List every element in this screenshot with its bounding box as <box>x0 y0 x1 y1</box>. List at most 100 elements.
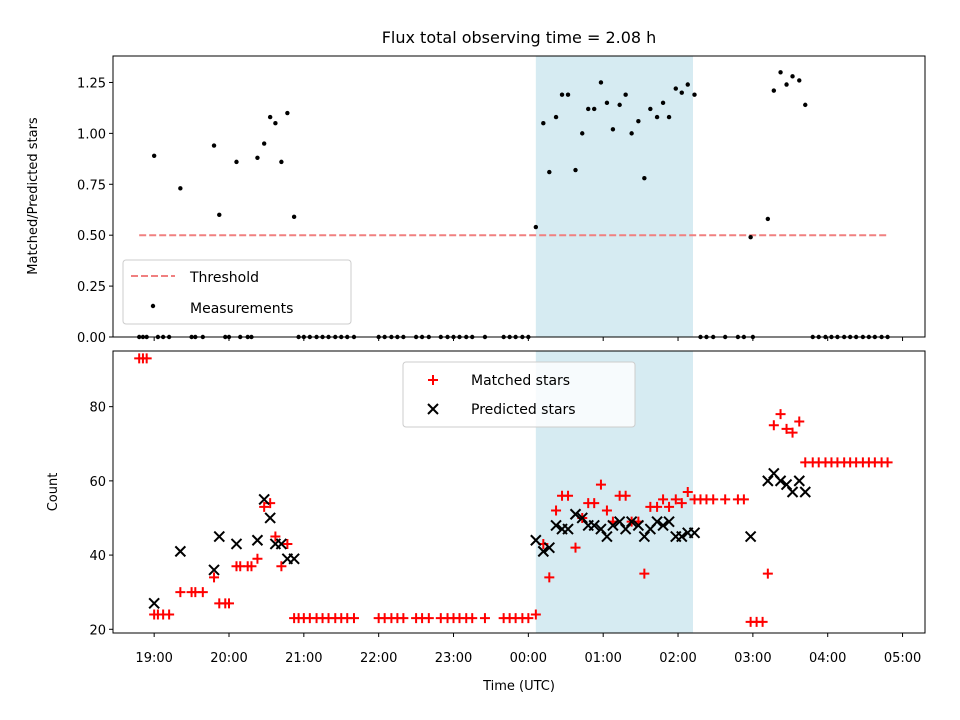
matched-star-point <box>398 613 409 624</box>
measurement-point <box>255 155 260 161</box>
bottom-x-tick-label: 00:00 <box>510 651 547 666</box>
matched-star-point <box>224 598 234 609</box>
measurement-point <box>217 212 222 218</box>
measurement-point <box>592 106 597 112</box>
measurement-point <box>580 131 585 136</box>
predicted-star-point <box>543 541 556 554</box>
matched-star-point <box>270 531 281 542</box>
predicted-star-point <box>625 515 638 528</box>
matched-star-point <box>639 568 650 579</box>
bottom-x-tick-label: 19:00 <box>135 651 172 666</box>
predicted-star-point <box>258 493 270 506</box>
matched-star-point <box>768 420 779 431</box>
predicted-star-point <box>657 519 669 532</box>
legend-measurements-label: Measurements <box>190 301 293 317</box>
measurement-point <box>803 102 808 108</box>
measurement-point <box>748 235 753 240</box>
top-y-tick-label: 1.00 <box>77 127 106 142</box>
measurement-point <box>660 100 666 106</box>
predicted-star-point <box>288 553 300 565</box>
bottom-legend-box <box>402 361 636 428</box>
matched-star-point <box>141 353 152 364</box>
predicted-star-point <box>688 527 701 539</box>
measurement-point <box>279 159 284 165</box>
measurement-point <box>234 159 239 165</box>
matched-star-point <box>658 494 669 505</box>
predicted-star-point <box>786 486 799 498</box>
measurement-point <box>685 82 690 87</box>
top-shaded-region <box>535 56 693 337</box>
bottom-panel: 20 40 60 80 19:00 20:00 21:00 22:00 23:00 00:00 0… <box>46 350 926 694</box>
bottom-x-axis: 19:00 20:00 21:00 22:00 23:00 00:00 01:00 02:00… <box>135 633 921 666</box>
matched-star-point <box>209 572 220 583</box>
measurement-point <box>573 167 578 173</box>
predicted-star-point <box>601 530 613 543</box>
matched-star-point <box>794 416 805 427</box>
measurement-point <box>673 86 678 91</box>
bottom-y-tick-label: 20 <box>89 623 106 638</box>
matched-star-point <box>676 498 687 509</box>
measurement-point <box>642 175 647 181</box>
matched-star-point <box>551 505 562 516</box>
bottom-x-tick-label: 20:00 <box>210 651 247 666</box>
matched-star-point <box>595 479 606 490</box>
predicted-star-point <box>619 523 632 535</box>
bottom-xlabel: Time (UTC) <box>482 679 555 694</box>
predicted-star-point <box>264 512 276 524</box>
legend-matched-label: Matched stars <box>471 373 570 389</box>
top-y-tick-label: 0.75 <box>77 178 106 193</box>
matched-star-point <box>775 409 786 420</box>
matched-star-point <box>544 572 555 583</box>
bottom-x-tick-label: 04:00 <box>809 651 846 666</box>
legend-measurements-marker <box>150 303 156 309</box>
bottom-x-tick-label: 23:00 <box>435 651 472 666</box>
measurement-point <box>654 114 660 120</box>
predicted-star-point <box>651 515 663 528</box>
top-y-tick-label: 0.25 <box>77 280 106 295</box>
matched-star-point <box>175 587 186 598</box>
top-title: Flux total observing time = 2.08 h <box>382 28 657 47</box>
matched-star-point <box>570 542 581 553</box>
measurement-point <box>778 70 783 75</box>
matched-star-point <box>708 494 719 505</box>
top-y-tick-label: 0.50 <box>77 229 106 244</box>
legend-predicted-label: Predicted stars <box>471 402 576 418</box>
predicted-star-point <box>613 515 626 528</box>
predicted-star-point <box>208 564 220 576</box>
predicted-star-point <box>550 519 562 532</box>
bottom-x-tick-label: 03:00 <box>734 651 771 666</box>
legend-matched-marker <box>428 375 438 385</box>
top-y-axis: 0.00 0.25 0.50 0.75 1.00 1.25 <box>77 76 113 346</box>
matched-star-point <box>259 501 270 512</box>
matched-star-point <box>282 538 293 549</box>
predicted-star-point <box>744 530 757 543</box>
matched-star-point <box>423 613 434 624</box>
bottom-y-tick-label: 80 <box>89 401 106 416</box>
matched-star-point <box>882 457 893 468</box>
predicted-star-point <box>569 508 582 520</box>
predicted-star-point <box>213 530 225 543</box>
matched-star-point <box>781 423 792 434</box>
top-legend-box <box>122 259 352 325</box>
predicted-star-point <box>793 475 805 487</box>
matched-star-point <box>738 494 749 505</box>
measurement-point <box>623 92 628 97</box>
measurement-point <box>553 114 559 120</box>
measurement-point <box>178 186 183 191</box>
measurement-point <box>598 80 604 85</box>
predicted-star-point <box>676 530 688 543</box>
measurement-point <box>648 106 653 112</box>
predicted-star-point <box>638 530 651 543</box>
top-y-tick-label: 1.25 <box>77 76 106 91</box>
matched-star-point <box>670 494 681 505</box>
measurement-point <box>151 153 157 158</box>
matched-star-point <box>197 587 208 598</box>
bottom-legend: Matched stars Predicted stars <box>402 361 636 428</box>
legend-threshold-label: Threshold <box>189 270 259 286</box>
measurement-point <box>629 131 634 136</box>
predicted-star-point <box>780 478 793 491</box>
predicted-star-point <box>251 534 264 546</box>
matched-star-point <box>523 613 534 624</box>
measurement-point <box>267 114 273 120</box>
